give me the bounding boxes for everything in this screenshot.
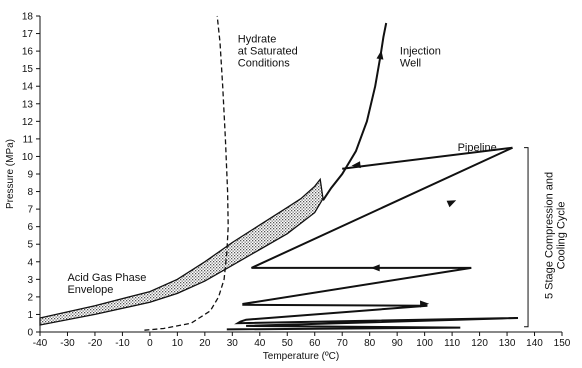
compression-cycle-label: 5 Stage Compression andCooling Cycle — [543, 172, 567, 299]
y-tick-label: 16 — [22, 47, 34, 58]
arrow-head — [446, 200, 457, 208]
compression-cycle-line — [226, 146, 519, 331]
y-tick-label: 0 — [27, 328, 33, 339]
annotation-line: at Saturated — [238, 45, 298, 57]
phase-envelope-band — [39, 177, 324, 326]
arrow-head — [420, 300, 430, 308]
x-tick-label: 50 — [282, 338, 294, 349]
arrow-head — [370, 264, 380, 272]
annotation-line: Injection — [400, 46, 441, 58]
hydrate-label: Hydrate at Saturated Conditions — [238, 33, 298, 69]
annotation-layer: Acid Gas Phase Envelope Hydrate at Saturate… — [67, 33, 567, 299]
phase-envelope-label: Acid Gas Phase Envelope — [67, 272, 146, 296]
x-tick-label: 70 — [337, 338, 349, 349]
x-tick-label: 40 — [254, 338, 266, 349]
y-tick-label: 18 — [22, 12, 34, 23]
y-tick-label: 1 — [27, 310, 33, 321]
x-tick-label: 20 — [199, 338, 211, 349]
hydrate-curve — [144, 15, 229, 331]
x-tick-label: -30 — [60, 338, 75, 349]
y-tick-label: 7 — [27, 205, 33, 216]
pipeline-label: Pipeline — [458, 142, 497, 154]
x-tick-label: 130 — [499, 338, 516, 349]
injection-well-label: Injection Well — [400, 46, 441, 70]
y-axis-title: Pressure (MPa) — [5, 139, 16, 209]
y-tick-label: 6 — [27, 222, 33, 233]
annotation-line: Pipeline — [458, 142, 497, 154]
annotation-line: Well — [400, 58, 421, 70]
y-tick-label: 4 — [27, 257, 33, 268]
x-tick-label: 110 — [444, 338, 460, 349]
y-tick-label: 9 — [27, 170, 33, 181]
x-tick-label: 120 — [471, 338, 488, 349]
y-tick-label: 8 — [27, 187, 33, 198]
x-tick-label: 0 — [147, 338, 153, 349]
arrow-head — [376, 50, 384, 60]
x-tick-label: 80 — [364, 338, 376, 349]
y-tick-label: 15 — [22, 64, 34, 75]
x-tick-label: 100 — [416, 338, 433, 349]
y-tick-label: 10 — [22, 152, 34, 163]
y-tick-label: 13 — [22, 99, 34, 110]
y-tick-label: 5 — [27, 240, 33, 251]
x-tick-label: 90 — [392, 338, 404, 349]
x-tick-label: -40 — [33, 338, 48, 349]
annotation-line: Acid Gas Phase — [67, 272, 146, 284]
x-tick-label: 60 — [309, 338, 321, 349]
arrow-head — [351, 161, 361, 169]
x-axis-title: Temperature (ºC) — [263, 351, 339, 362]
injection-well-line — [322, 22, 388, 201]
y-tick-label: 14 — [22, 82, 34, 93]
y-tick-label: 2 — [27, 292, 33, 303]
series-layer — [39, 15, 529, 331]
y-tick-label: 17 — [22, 29, 34, 40]
annotation-line: Cooling Cycle — [555, 202, 567, 270]
x-tick-label: 140 — [526, 338, 543, 349]
y-tick-label: 12 — [22, 117, 34, 128]
annotation-line: Conditions — [238, 57, 290, 69]
x-tick-label: -20 — [88, 338, 103, 349]
compression-bracket — [524, 147, 529, 328]
x-tick-label: 30 — [227, 338, 239, 349]
x-tick-label: 10 — [172, 338, 184, 349]
annotation-line: Envelope — [67, 284, 113, 296]
annotation-line: Hydrate — [238, 33, 277, 45]
x-tick-label: -10 — [115, 338, 130, 349]
pipeline-line — [342, 146, 513, 170]
annotation-line: 5 Stage Compression and — [543, 172, 555, 299]
y-tick-label: 3 — [27, 275, 33, 286]
axes-layer: -40 -30 -20 -10 0 10 20 30 40 50 60 70 80 90 100 110 120… — [5, 12, 571, 363]
x-tick-label: 150 — [554, 338, 571, 349]
y-tick-label: 11 — [23, 134, 34, 145]
